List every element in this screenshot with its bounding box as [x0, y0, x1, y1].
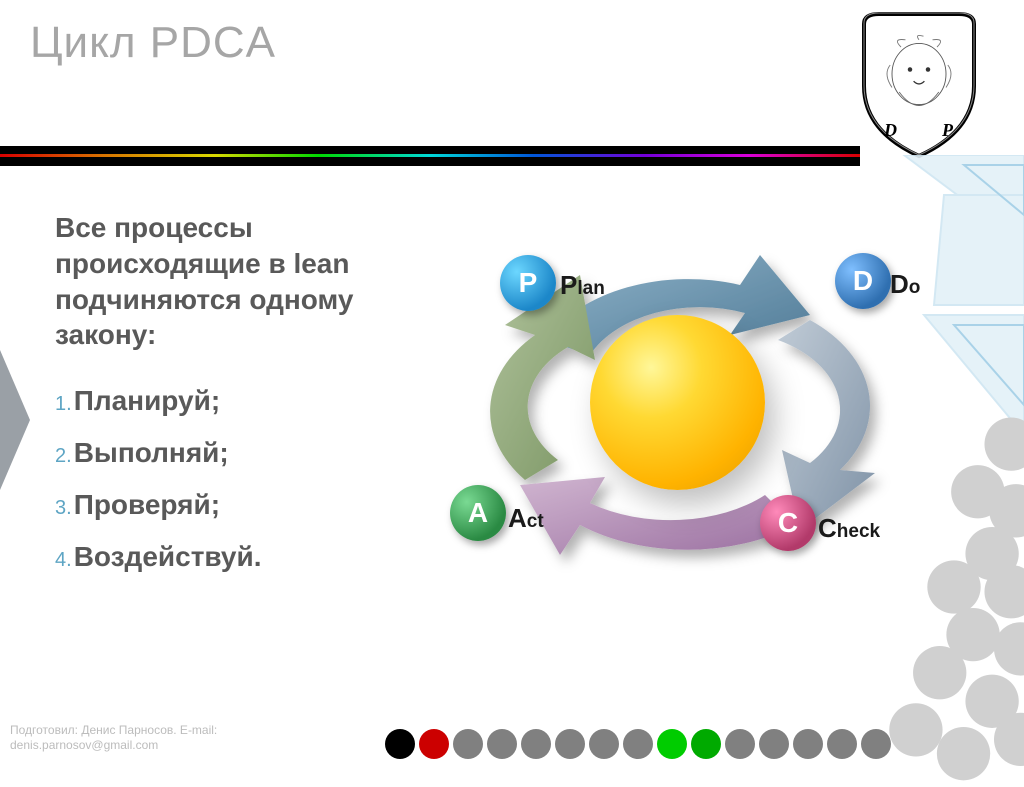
svg-text:P: P: [941, 120, 954, 140]
steps-list: Планируй;Выполняй;Проверяй;Воздействуй.: [55, 375, 415, 582]
list-item: Планируй;: [55, 375, 415, 427]
pager-dot: [385, 729, 415, 759]
footer-credit: Подготовил: Денис Парносов. E-mail: deni…: [10, 723, 217, 753]
page-title: Цикл PDCA: [30, 18, 276, 68]
pager-dot: [827, 729, 857, 759]
act-badge: A: [450, 485, 506, 541]
list-item: Проверяй;: [55, 479, 415, 531]
pager-dot: [861, 729, 891, 759]
bottom-dots: [385, 729, 891, 759]
left-accent-icon: [0, 350, 30, 490]
pager-dot: [793, 729, 823, 759]
side-circles-decoration: [864, 387, 1024, 787]
list-item: Воздействуй.: [55, 531, 415, 583]
act-label: Act: [508, 503, 544, 534]
pager-dot: [453, 729, 483, 759]
svg-text:D: D: [883, 120, 897, 140]
pager-dot: [487, 729, 517, 759]
content-block: Все процессы происходящие в lean подчиня…: [55, 210, 415, 583]
check-arrow: [520, 477, 795, 555]
center-sphere: [590, 315, 765, 490]
pager-dot: [691, 729, 721, 759]
check-badge: C: [760, 495, 816, 551]
list-item: Выполняй;: [55, 427, 415, 479]
pdca-cycle-diagram: PPlanDDoCCheckAAct: [430, 225, 920, 585]
pager-dot: [521, 729, 551, 759]
pager-dot: [419, 729, 449, 759]
divider-bar: [0, 146, 860, 166]
lead-text: Все процессы происходящие в lean подчиня…: [55, 210, 415, 353]
plan-badge: P: [500, 255, 556, 311]
pager-dot: [759, 729, 789, 759]
pager-dot: [657, 729, 687, 759]
pager-dot: [555, 729, 585, 759]
plan-label: Plan: [560, 270, 605, 301]
pager-dot: [589, 729, 619, 759]
shield-logo: D P: [854, 6, 984, 161]
pager-dot: [623, 729, 653, 759]
pager-dot: [725, 729, 755, 759]
